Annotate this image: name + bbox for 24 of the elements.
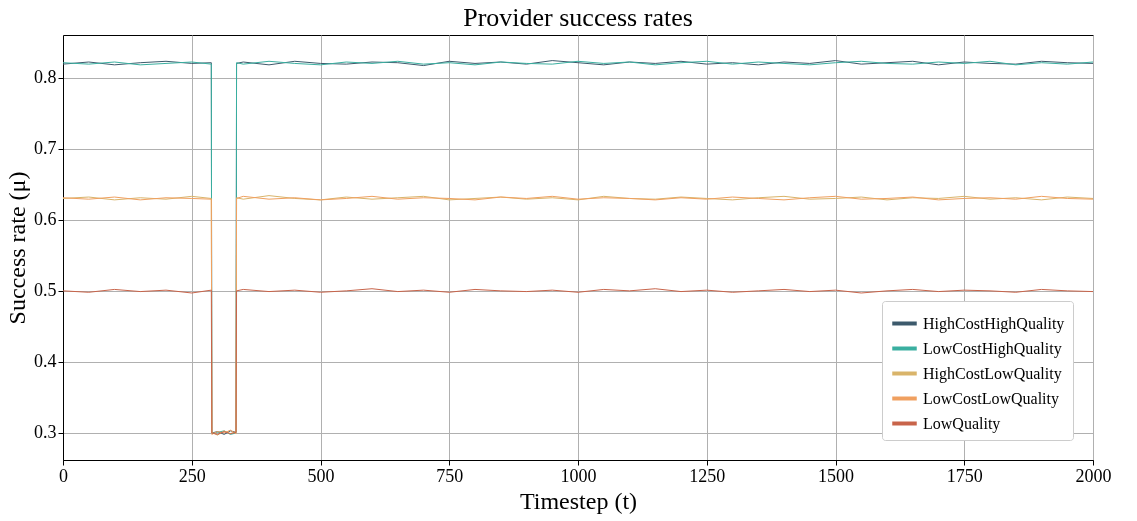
x-tick-label: 1500 [818,465,854,486]
y-tick-label: 0.6 [34,209,57,230]
x-tick-label: 2000 [1075,465,1112,486]
legend-label: HighCostHighQuality [923,314,1065,333]
legend-label: LowCostHighQuality [923,339,1062,358]
chart-title: Provider success rates [463,3,693,32]
x-axis-title: Timestep (t) [519,487,638,514]
y-tick-label: 0.4 [34,351,57,372]
y-tick-label: 0.8 [34,67,57,88]
y-tick-label: 0.5 [34,280,57,301]
legend-label: LowQuality [923,414,1001,433]
x-tick-label: 250 [178,465,206,486]
x-tick-label: 1000 [560,465,597,486]
y-tick-label: 0.7 [34,138,57,159]
legend-label: LowCostLowQuality [923,389,1059,408]
legend-label: HighCostLowQuality [923,364,1062,383]
y-axis-title: Success rate (μ) [4,171,30,325]
y-tick-label: 0.3 [34,422,57,443]
x-tick-label: 1250 [689,465,726,486]
x-tick-label: 750 [436,465,464,486]
line-series [62,288,1094,435]
x-tick-label: 500 [307,465,335,486]
x-tick-label: 0 [59,465,68,486]
x-tick-label: 1750 [946,465,983,486]
